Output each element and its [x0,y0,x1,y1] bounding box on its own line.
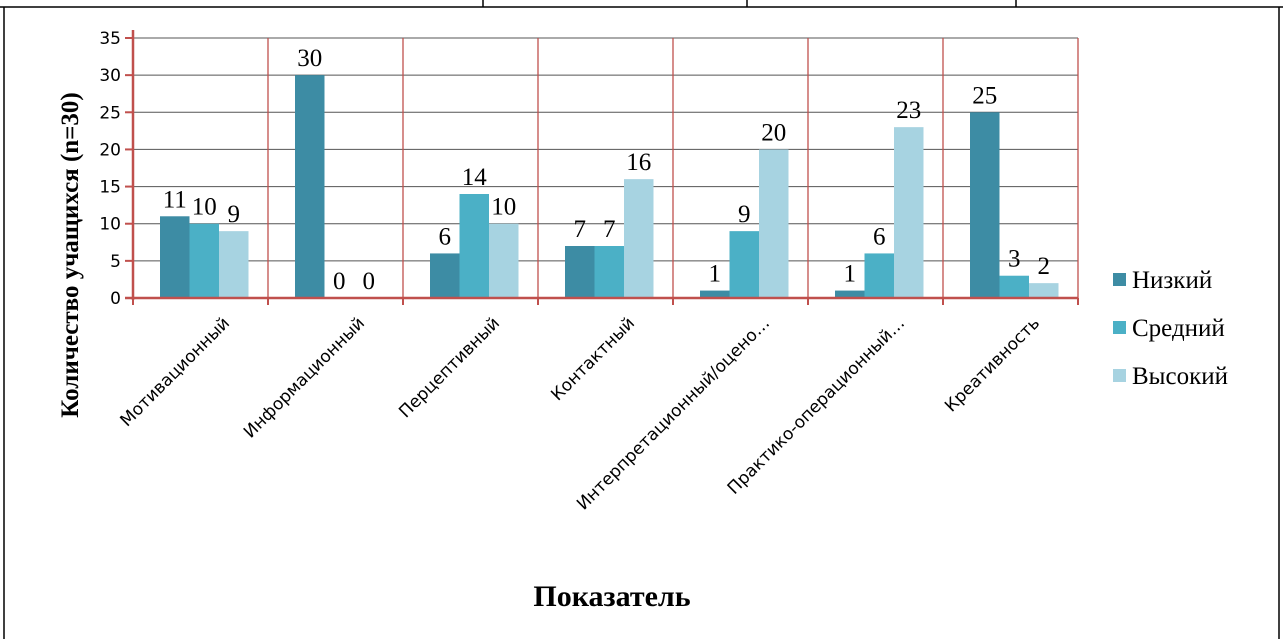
y-tick-label: 20 [99,140,121,160]
data-label: 30 [297,45,322,72]
data-label: 23 [896,97,921,124]
x-tick-label: Информационный [240,313,369,442]
data-label: 7 [603,216,616,243]
bar-Средний-6[interactable] [999,275,1030,298]
data-label: 1 [844,261,857,288]
x-axis-label: Показатель [533,580,690,613]
data-label: 0 [363,268,376,295]
bar-Низкий-3[interactable] [565,246,595,298]
data-label: 14 [462,164,488,191]
data-label: 25 [972,82,997,109]
data-label: 1 [709,261,722,288]
x-tick-label: Креативность [941,313,1044,416]
legend-swatch [1113,369,1126,382]
bars-group [160,75,1059,299]
bar-Низкий-6[interactable] [970,112,1000,299]
y-tick-label: 10 [99,215,121,235]
data-label: 11 [163,186,187,213]
bar-Низкий-1[interactable] [295,75,325,299]
data-label: 6 [873,223,886,250]
y-tick-label: 0 [110,289,121,309]
x-tick-label: Мотивационный [117,313,235,431]
x-tick-label: Контактный [547,313,639,405]
bar-Средний-0[interactable] [189,223,220,298]
data-label: 6 [439,223,452,250]
y-tick-label: 15 [99,178,121,198]
y-axis-label: Количество учащихся (n=30) [57,92,84,418]
x-tick-label: Перцептивный [395,313,504,422]
bar-Средний-5[interactable] [864,253,895,298]
data-label: 9 [228,201,241,228]
legend: Низкий Средний Высокий [1113,267,1228,390]
legend-label: Низкий [1132,267,1212,294]
y-tick-label: 5 [110,252,121,272]
legend-label: Средний [1132,315,1225,342]
y-tick-label: 35 [99,29,121,49]
data-label: 16 [626,149,651,176]
y-tick-label: 30 [99,66,121,86]
x-tick-labels: Мотивационный Информационный Перцептивный К… [117,313,1045,514]
bar-Высокий-0[interactable] [219,231,249,298]
bar-Низкий-0[interactable] [160,216,190,298]
y-tick-labels: 0 5 10 15 20 25 30 35 [99,29,121,309]
bar-Высокий-6[interactable] [1029,283,1059,298]
data-label: 10 [192,194,217,221]
bar-Высокий-5[interactable] [894,127,924,299]
bar-Средний-3[interactable] [594,246,625,298]
data-label: 9 [738,201,751,228]
bar-Высокий-4[interactable] [759,149,789,298]
axes-group [125,30,1079,305]
legend-label: Высокий [1132,363,1228,390]
data-label: 2 [1038,253,1051,280]
bar-Высокий-3[interactable] [624,179,654,298]
bar-Низкий-5[interactable] [835,290,865,298]
data-label: 0 [333,268,346,295]
legend-swatch [1113,321,1126,334]
legend-swatch [1113,273,1126,286]
bar-Низкий-2[interactable] [430,253,460,298]
bar-Средний-4[interactable] [729,231,760,298]
data-label: 3 [1008,246,1021,273]
bar-Высокий-2[interactable] [489,223,519,298]
data-label: 20 [761,119,786,146]
y-tick-label: 25 [99,103,121,123]
bar-Средний-2[interactable] [459,194,490,298]
data-label: 10 [491,194,516,221]
bar-Низкий-4[interactable] [700,290,730,298]
data-label: 7 [574,216,587,243]
